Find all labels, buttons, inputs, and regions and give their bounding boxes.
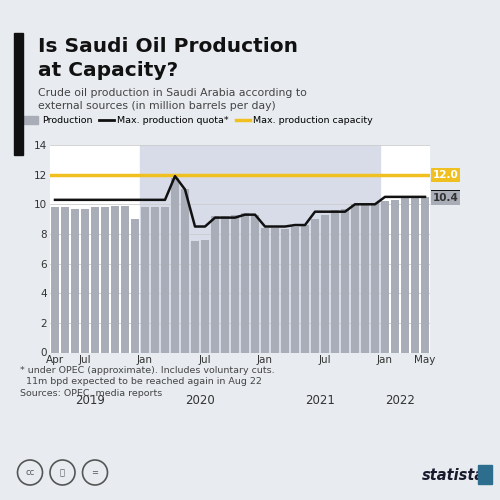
Bar: [260, 145, 380, 352]
Bar: [281, 230, 289, 352]
Text: statista: statista: [422, 468, 485, 482]
Bar: [341, 208, 349, 352]
Text: 2021: 2021: [305, 394, 335, 407]
Bar: [121, 206, 129, 352]
Text: 10.5: 10.5: [432, 192, 458, 202]
Bar: [271, 228, 279, 352]
Bar: [221, 216, 229, 352]
Legend: Production, Max. production quota*, Max. production capacity: Production, Max. production quota*, Max.…: [20, 112, 377, 129]
Bar: [361, 204, 369, 352]
Text: cc: cc: [26, 468, 35, 477]
Text: Crude oil production in Saudi Arabia according to
external sources (in million b: Crude oil production in Saudi Arabia acc…: [38, 88, 306, 111]
Bar: [81, 208, 89, 352]
Bar: [321, 214, 329, 352]
Bar: [241, 213, 249, 352]
Bar: [261, 228, 269, 352]
Bar: [421, 197, 429, 352]
Bar: [101, 207, 109, 352]
Bar: [140, 145, 260, 352]
Bar: [131, 219, 139, 352]
Text: 10.4: 10.4: [432, 194, 458, 203]
Bar: [351, 204, 359, 352]
Bar: [71, 208, 79, 352]
Bar: [161, 207, 169, 352]
Bar: [331, 210, 339, 352]
Bar: [251, 214, 259, 352]
Bar: [181, 190, 189, 352]
Bar: [381, 202, 389, 352]
Bar: [91, 207, 99, 352]
Bar: [191, 242, 199, 352]
Bar: [301, 225, 309, 352]
Bar: [171, 178, 179, 352]
Bar: [391, 200, 399, 352]
Text: =: =: [92, 468, 98, 477]
Text: 2020: 2020: [185, 394, 215, 407]
Bar: [111, 206, 120, 352]
Bar: [401, 198, 409, 352]
Text: ⓘ: ⓘ: [60, 468, 65, 477]
Bar: [291, 226, 299, 352]
Text: 12.0: 12.0: [432, 170, 458, 179]
Bar: [231, 214, 239, 352]
Text: Is Saudi Oil Production: Is Saudi Oil Production: [38, 38, 298, 56]
Bar: [371, 203, 380, 352]
Text: 2022: 2022: [385, 394, 415, 407]
Bar: [211, 216, 219, 352]
Bar: [311, 219, 320, 352]
Bar: [61, 207, 69, 352]
Text: Sources: OPEC, media reports: Sources: OPEC, media reports: [20, 389, 162, 398]
Bar: [411, 197, 419, 352]
Bar: [201, 240, 209, 352]
Bar: [141, 207, 149, 352]
Text: * under OPEC (approximate). Includes voluntary cuts.: * under OPEC (approximate). Includes vol…: [20, 366, 274, 375]
Bar: [151, 207, 159, 352]
Bar: [51, 207, 60, 352]
Text: 11m bpd expected to be reached again in Aug 22: 11m bpd expected to be reached again in …: [20, 377, 262, 386]
Text: at Capacity?: at Capacity?: [38, 61, 177, 80]
Text: 2019: 2019: [75, 394, 105, 407]
